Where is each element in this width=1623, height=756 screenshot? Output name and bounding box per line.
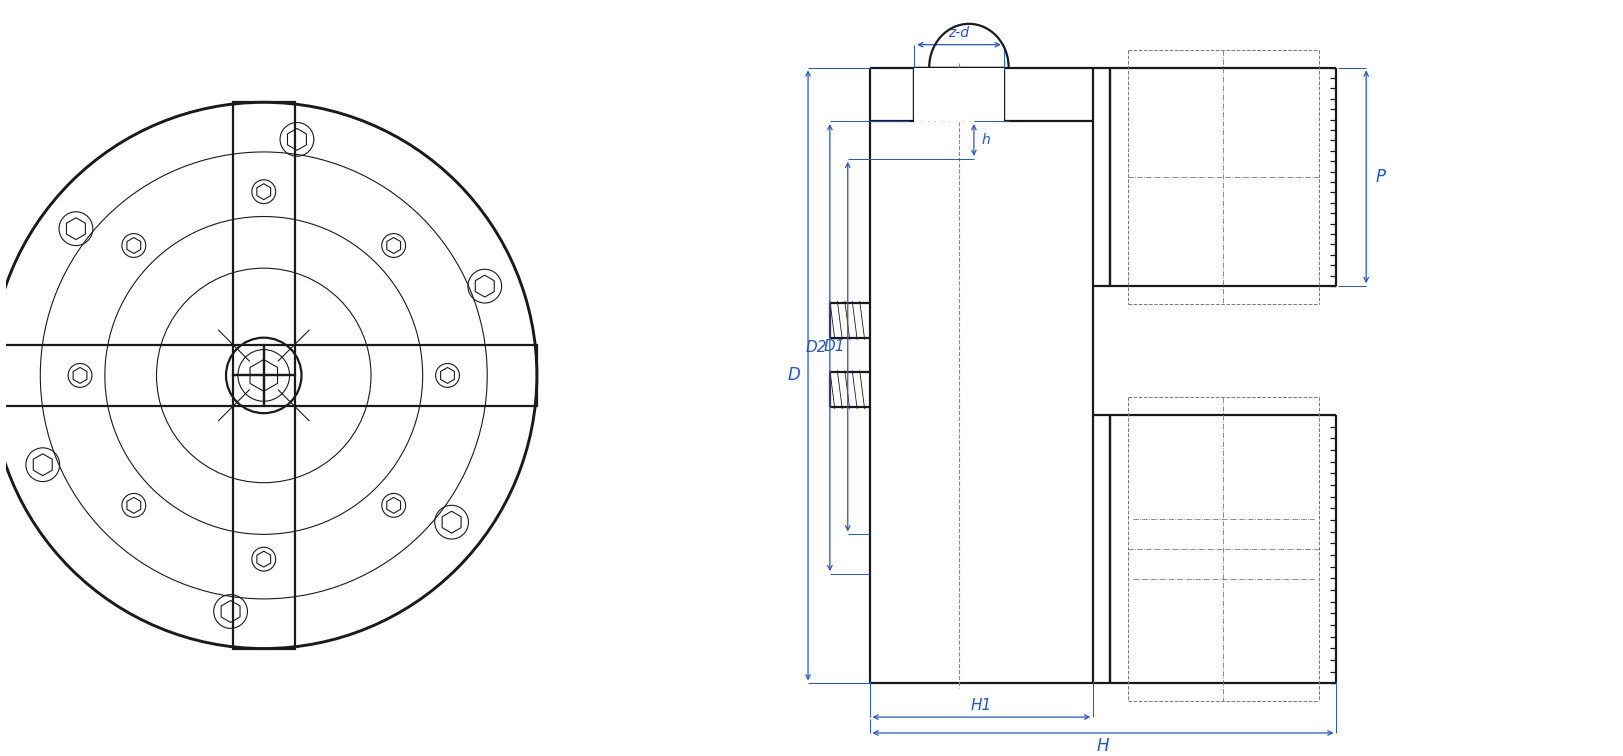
Text: D: D xyxy=(787,367,800,384)
Text: P: P xyxy=(1375,168,1384,186)
Bar xyxy=(914,67,1003,121)
Text: h: h xyxy=(980,133,990,147)
Bar xyxy=(232,376,294,649)
Text: H1: H1 xyxy=(971,698,992,713)
Text: D1: D1 xyxy=(823,339,844,354)
Bar xyxy=(263,345,537,406)
Bar xyxy=(232,102,294,376)
Text: z-d: z-d xyxy=(948,26,969,40)
Text: H: H xyxy=(1096,737,1109,755)
Text: D2: D2 xyxy=(805,340,826,355)
Bar xyxy=(0,345,263,406)
